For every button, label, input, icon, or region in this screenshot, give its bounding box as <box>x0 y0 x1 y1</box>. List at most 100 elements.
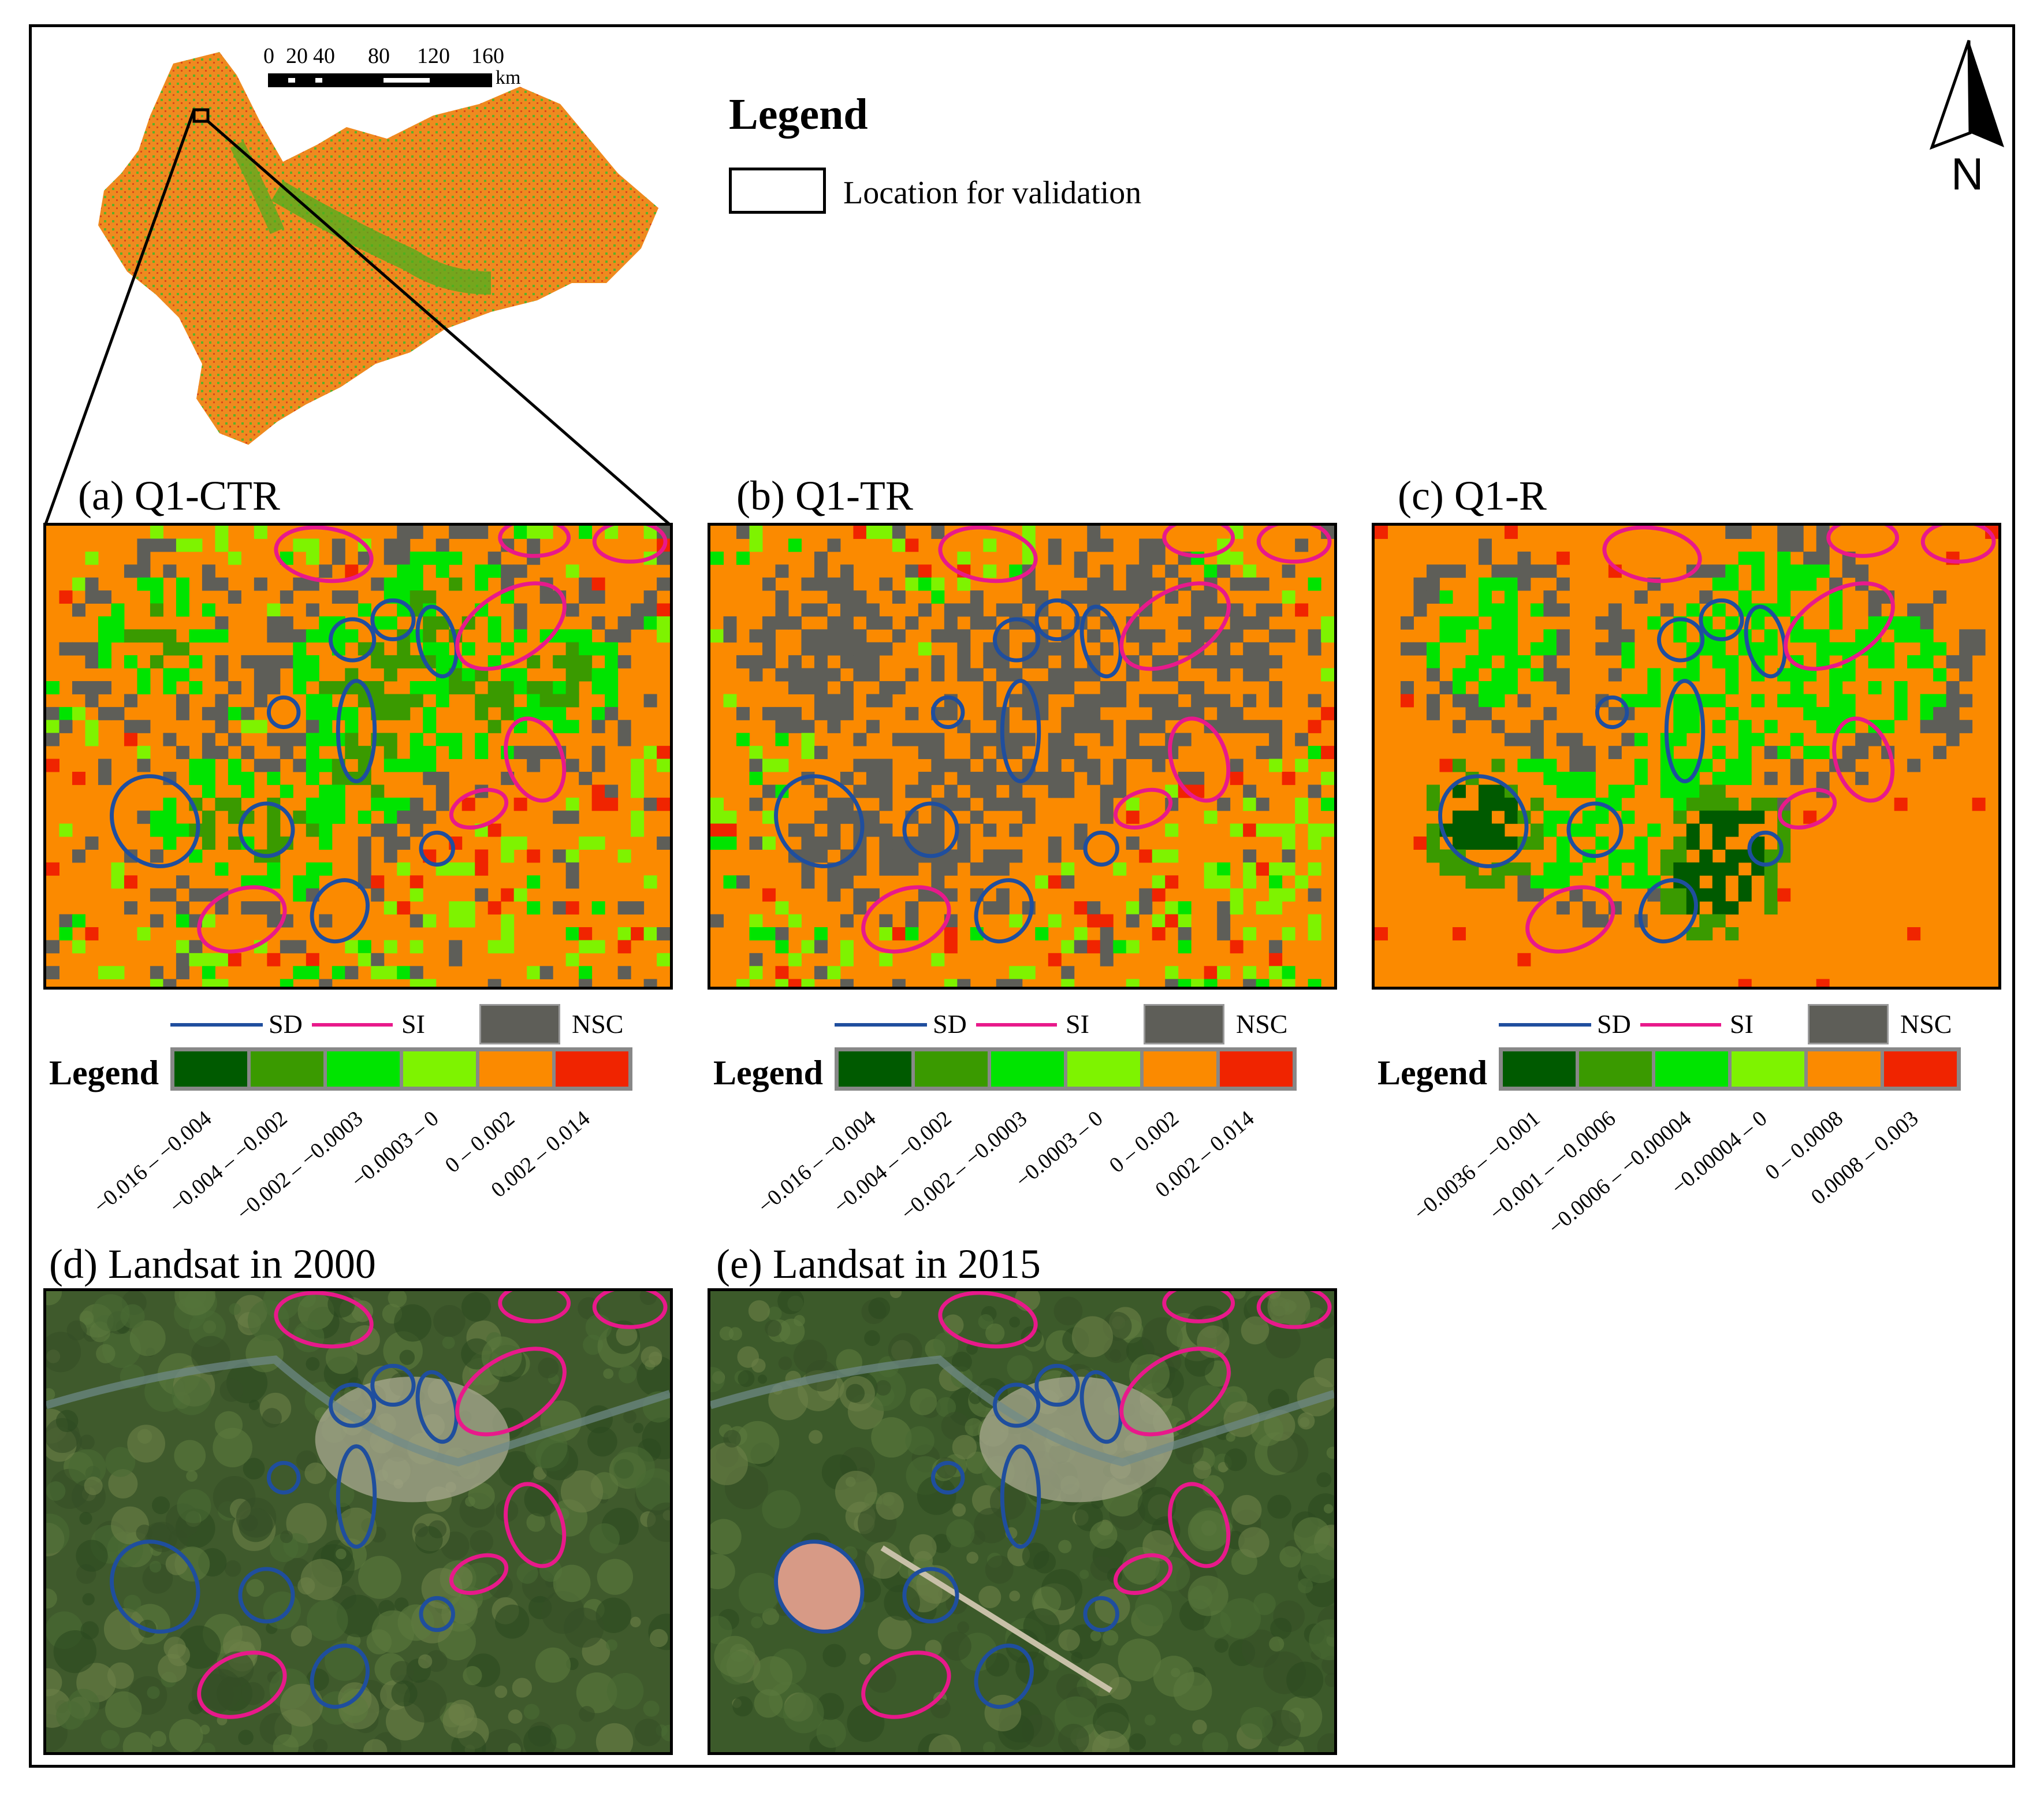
sd-legend-line <box>1499 1023 1591 1027</box>
panel-a-sd-ellipse <box>238 801 295 858</box>
panel-e-sd-ellipse <box>930 1460 965 1495</box>
panel-d-sd-ellipse <box>370 1363 416 1407</box>
class-swatch-1 <box>174 1051 247 1087</box>
panel-d-sd-ellipse <box>110 1540 200 1634</box>
panel-a-sd-ellipse <box>415 604 459 679</box>
panel-a-si-ellipse <box>197 885 287 954</box>
panel-e-si-ellipse <box>1119 1347 1231 1437</box>
location-legend-swatch <box>729 168 826 214</box>
class-swatch-5 <box>1144 1051 1216 1087</box>
panel-c-sd-ellipse <box>1744 604 1787 679</box>
panel-d-sd-ellipse <box>238 1567 295 1624</box>
class-swatch-2 <box>915 1051 988 1087</box>
panel-e-si-ellipse <box>1256 1291 1332 1329</box>
sd-legend-label: SD <box>933 1009 967 1039</box>
panel-d-sd-ellipse <box>419 1596 455 1633</box>
panel-c-sd-ellipse <box>1438 774 1529 868</box>
panel-c-si-ellipse <box>1826 526 1900 558</box>
panel-e-sd-ellipse <box>1034 1363 1080 1407</box>
class-legend-title: Legend <box>713 1054 824 1092</box>
panel-b-sd-ellipse <box>902 801 959 858</box>
panel-a-sd-ellipse <box>370 598 416 641</box>
panel-b-si-ellipse <box>1168 716 1231 803</box>
scale-label-40: 40 <box>313 44 335 68</box>
map-panel-b <box>708 523 1337 990</box>
validation-location-box <box>192 108 210 123</box>
panel-b-si-ellipse <box>861 885 951 954</box>
panel-d-si-ellipse <box>449 1553 509 1595</box>
class-swatch-3 <box>327 1051 400 1087</box>
class-swatch-4 <box>1732 1051 1804 1087</box>
panel-d-sd-ellipse <box>415 1370 459 1444</box>
raster-c <box>1375 526 1998 987</box>
si-legend-label: SI <box>401 1009 425 1039</box>
raster-a <box>46 526 670 987</box>
panel-d-title: (d) Landsat in 2000 <box>49 1241 376 1287</box>
panel-c-sd-ellipse <box>1747 830 1784 867</box>
panel-e-si-ellipse <box>1113 1553 1173 1595</box>
si-legend-line <box>312 1023 393 1027</box>
panel-d-si-ellipse <box>274 1291 374 1349</box>
panel-d-si-ellipse <box>455 1347 567 1437</box>
map-panel-d <box>43 1288 673 1755</box>
panel-a-si-ellipse <box>498 526 571 558</box>
panel-d-si-ellipse <box>504 1482 567 1568</box>
nsc-legend-swatch <box>1808 1004 1889 1044</box>
panel-e-si-ellipse <box>1162 1291 1235 1323</box>
map-panel-a <box>43 523 673 990</box>
panel-c-title: (c) Q1-R <box>1398 473 1547 519</box>
panel-b-sd-ellipse <box>1083 830 1119 867</box>
panel-e-title: (e) Landsat in 2015 <box>716 1241 1041 1287</box>
panel-c-sd-ellipse <box>1566 801 1624 858</box>
nsc-legend-swatch <box>1144 1004 1224 1044</box>
panel-e-sd-ellipse <box>992 1382 1041 1428</box>
panel-b-si-ellipse <box>1119 581 1231 671</box>
scale-label-20: 20 <box>286 44 308 68</box>
class-swatch-1 <box>1503 1051 1576 1087</box>
satellite-e <box>710 1291 1334 1752</box>
nsc-legend-label: NSC <box>1236 1009 1288 1039</box>
scale-unit: km <box>496 67 521 88</box>
class-swatch-5 <box>479 1051 552 1087</box>
panel-a-si-ellipse <box>449 787 509 830</box>
panel-b-sd-ellipse <box>774 774 865 868</box>
si-legend-label: SI <box>1066 1009 1089 1039</box>
satellite-d <box>46 1291 670 1752</box>
nsc-legend-label: NSC <box>1900 1009 1952 1039</box>
panel-b-title: (b) Q1-TR <box>736 473 913 519</box>
panel-b-sd-ellipse <box>930 695 965 730</box>
class-swatch-3 <box>1655 1051 1728 1087</box>
panel-d-si-ellipse <box>498 1291 571 1323</box>
panel-d-sd-ellipse <box>328 1382 377 1428</box>
panel-a-si-ellipse <box>504 716 567 803</box>
panel-e-sd-ellipse <box>774 1540 865 1634</box>
class-legend-bar <box>1499 1047 1961 1091</box>
scale-label-0: 0 <box>263 44 274 68</box>
sd-legend-label: SD <box>269 1009 303 1039</box>
class-swatch-2 <box>1579 1051 1652 1087</box>
sd-legend-line <box>835 1023 927 1027</box>
nsc-legend-label: NSC <box>572 1009 624 1039</box>
class-swatch-4 <box>403 1051 476 1087</box>
panel-a-si-ellipse <box>274 526 374 583</box>
map-panel-e <box>708 1288 1337 1755</box>
panel-c-si-ellipse <box>1525 885 1615 954</box>
class-swatch-6 <box>556 1051 628 1087</box>
panel-a-sd-ellipse <box>266 695 301 730</box>
panel-b-sd-ellipse <box>1034 598 1080 641</box>
si-legend-line <box>1640 1023 1721 1027</box>
panel-e-sd-ellipse <box>1000 1444 1041 1549</box>
figure-frame <box>29 24 2015 1768</box>
panel-d-sd-ellipse <box>336 1444 377 1549</box>
panel-e-sd-ellipse <box>974 1644 1034 1709</box>
scale-label-160: 160 <box>471 44 504 68</box>
class-legend-bar <box>170 1047 632 1091</box>
raster-b <box>710 526 1334 987</box>
class-legend-title: Legend <box>1377 1054 1488 1092</box>
si-legend-label: SI <box>1730 1009 1753 1039</box>
north-arrow-icon <box>1929 40 2004 150</box>
panel-a-sd-ellipse <box>419 830 455 867</box>
panel-d-si-ellipse <box>592 1291 668 1329</box>
panel-c-sd-ellipse <box>1699 598 1744 641</box>
